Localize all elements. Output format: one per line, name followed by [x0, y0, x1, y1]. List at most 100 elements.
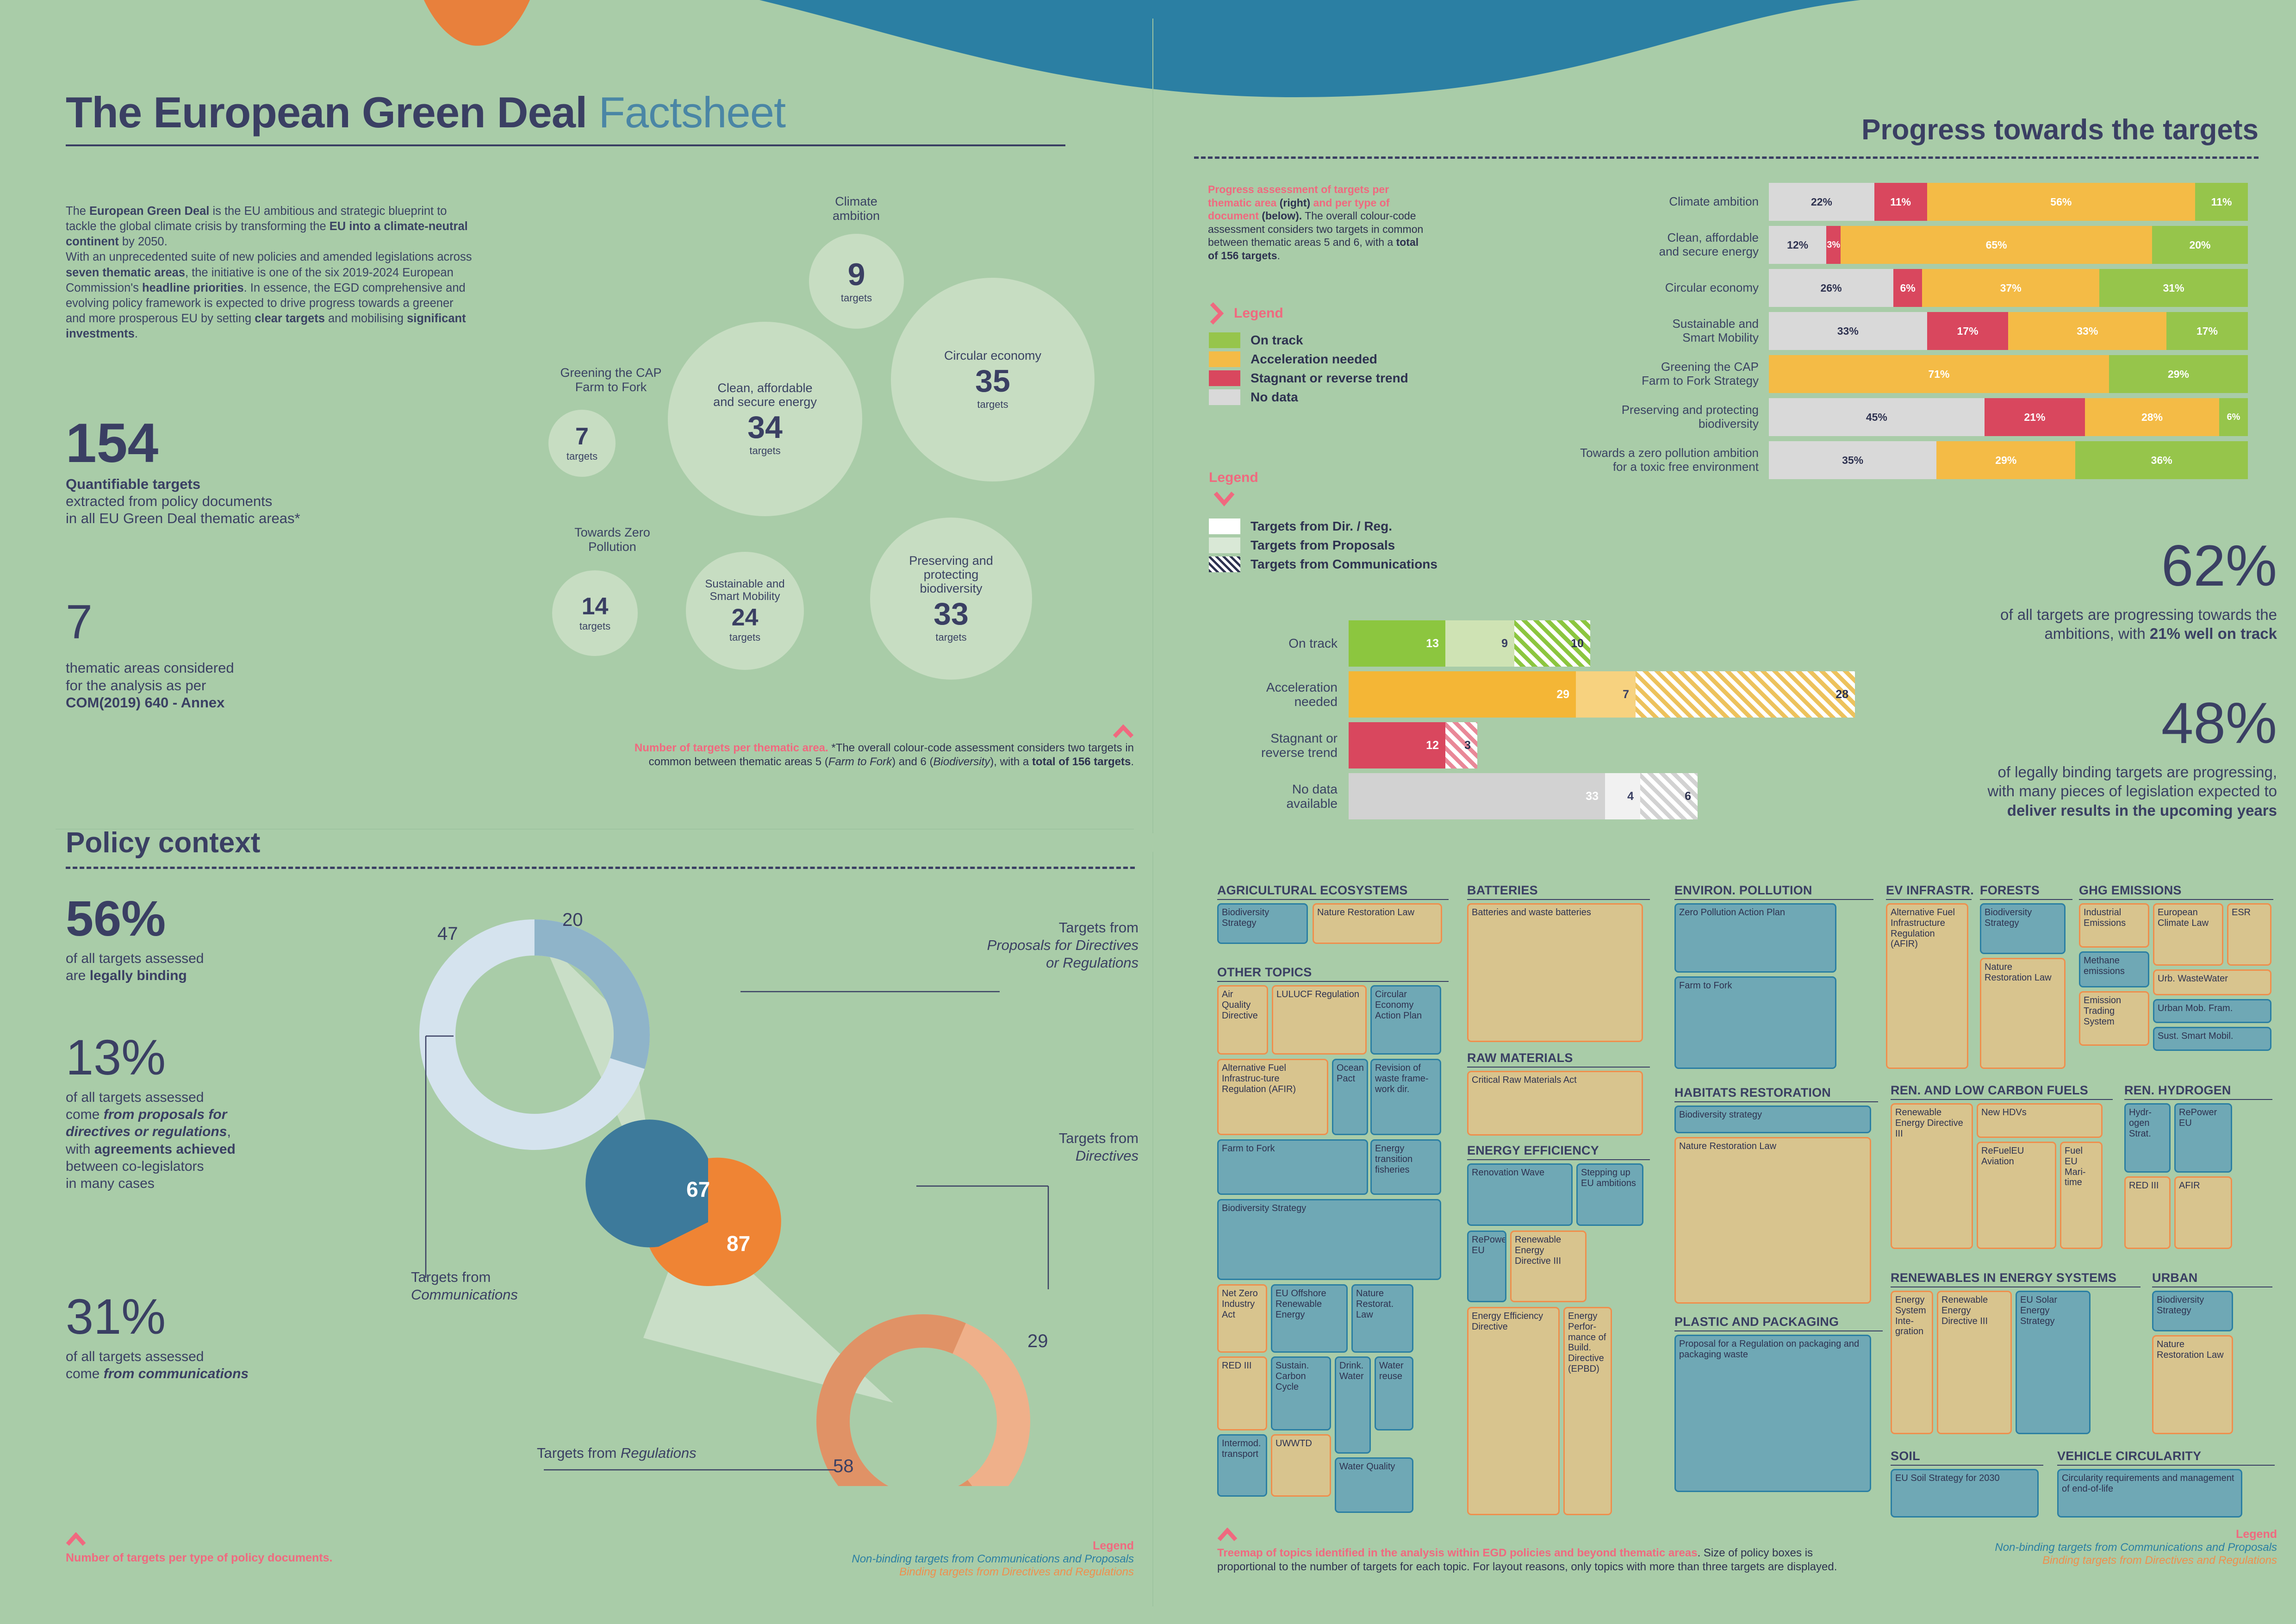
dseg-proposals: 7 [1576, 671, 1636, 718]
progress-note-red-b: and per type of document [1208, 196, 1390, 222]
seg-nodata: 12% [1769, 226, 1827, 264]
seg-ontrack: 20% [2152, 226, 2248, 264]
seg-nodata: 22% [1769, 183, 1874, 221]
treemap-box: Renewable Energy Directive III [1891, 1103, 1973, 1249]
footer-left-caption: Number of targets per type of policy doc… [66, 1551, 333, 1564]
legend-item-no-data: No data [1209, 389, 1496, 405]
bubble-value-zero-pollution: 14 [581, 593, 609, 620]
treemap-group-environ-pollution: ENVIRON. POLLUTION Zero Pollution Action… [1674, 883, 1873, 1084]
bubble-label-greening-cap: Greening the CAP Farm to Fork [560, 366, 662, 394]
donut-value-58: 58 [833, 1456, 854, 1476]
treemap-box: Nature Restoration Law [1313, 903, 1442, 944]
treemap-group-other-topics: OTHER TOPICS Air Quality Directive LULUC… [1217, 965, 1449, 1513]
stat-154-bold: Quantifiable targets [66, 476, 201, 492]
footer-left-legend: Legend Non-binding targets from Communic… [602, 1539, 1134, 1579]
seg-ontrack: 17% [2166, 312, 2248, 350]
treemap-box: RePower EU [2174, 1103, 2232, 1173]
pbar-label-circular: Circular economy [1665, 281, 1759, 295]
treemap-box: Energy System Inte-gration [1891, 1291, 1933, 1434]
pbar-circular: 26% 6% 37% 31% [1769, 269, 2248, 307]
treemap-box: Alternative Fuel Infrastruc-ture Regulat… [1217, 1059, 1328, 1135]
header-wave-decoration [0, 0, 2296, 97]
treemap-box: Emission Trading System [2079, 991, 2149, 1046]
vertical-divider-bottom [1152, 852, 1153, 1606]
dseg-dir-reg: 13 [1349, 620, 1445, 667]
legend-item-stagnant: Stagnant or reverse trend [1209, 370, 1496, 386]
chevron-up-icon [1113, 725, 1134, 738]
stat-thematic-areas: 7 thematic areas considered for the anal… [66, 595, 482, 712]
legend-label-acceleration: Acceleration needed [1251, 352, 1377, 366]
chevron-up-icon-right-footer [1217, 1527, 1238, 1542]
horizontal-divider-left [56, 829, 1134, 830]
treemap-box: Circular Economy Action Plan [1370, 985, 1441, 1055]
policy-stat-13-number: 13% [66, 1029, 166, 1085]
legend-label-communications: Targets from Communications [1251, 557, 1437, 571]
progress-title: Progress towards the targets [1861, 114, 2259, 146]
legend-label-proposals: Targets from Proposals [1251, 538, 1395, 552]
stat-48-number: 48% [2161, 691, 2277, 756]
donut-non-binding: 20 47 [419, 910, 650, 1150]
dbar-acceleration: 29 7 28 [1349, 671, 1855, 718]
progress-note-red-a: Progress assessment of targets per thema… [1208, 183, 1389, 209]
treemap-box: EU Solar Energy Strategy [2016, 1291, 2091, 1434]
seg-stagnant: 11% [1874, 183, 1927, 221]
bubble-value-greening-cap: 7 [575, 423, 589, 450]
bubble-smart-mobility: Sustainable and Smart Mobility 24 targets [686, 552, 804, 670]
bubble-label-zero-pollution: Towards Zero Pollution [574, 525, 650, 554]
swatch-on-track-icon [1209, 332, 1240, 348]
dbar-label-on-track: On track [1288, 636, 1338, 651]
dbar-no-data: 33 4 6 [1349, 773, 1698, 819]
callout-proposals-l3: or Regulations [1046, 954, 1139, 971]
seg-nodata: 45% [1769, 398, 1985, 436]
treemap-box: Biodiversity Strategy [2152, 1291, 2233, 1331]
pbar-label-biodiversity: Preserving and protecting biodiversity [1621, 403, 1759, 431]
legend-label-no-data: No data [1251, 390, 1298, 404]
policy-documents-diagram: 20 47 67 87 29 58 [419, 910, 1049, 1486]
vertical-divider-top [1152, 19, 1153, 833]
legend-item-dirreg: Targets from Dir. / Reg. [1209, 518, 1579, 534]
pbar-label-climate: Climate ambition [1669, 194, 1759, 209]
treemap-box: Proposal for a Regulation on packaging a… [1674, 1335, 1871, 1492]
policy-context-title: Policy context [66, 827, 261, 859]
treemap-box: Alternative Fuel Infrastructure Regulati… [1886, 903, 1968, 1069]
policy-stat-56-number: 56% [66, 890, 166, 946]
pbar-clean-energy: 12% 3% 65% 20% [1769, 226, 2248, 264]
treemap-box: RePower EU [1467, 1230, 1506, 1302]
pbar-label-clean-energy: Clean, affordable and secure energy [1659, 231, 1759, 258]
legend-item-communications: Targets from Communications [1209, 556, 1579, 572]
stat-7-number: 7 [66, 595, 93, 649]
dbar-label-acceleration: Acceleration needed [1266, 680, 1338, 709]
policy-stat-56-text: of all targets assessed are legally bindi… [66, 951, 204, 984]
footer-left-legend-orange: Binding targets from Directives and Regu… [899, 1566, 1134, 1578]
stat-62-text: of all targets are progressing towards t… [2000, 606, 2277, 643]
seg-ontrack: 31% [2099, 269, 2248, 307]
pbar-row-clean-energy: Clean, affordable and secure energy 12% 3… [1500, 226, 2248, 264]
treemap-box: Nature Restoration Law [2152, 1335, 2233, 1434]
treemap-title-energy-efficiency: ENERGY EFFICIENCY [1467, 1143, 1650, 1160]
bubble-unit-circular-economy: targets [977, 399, 1008, 411]
treemap-group-batteries: BATTERIES Batteries and waste batteries [1467, 883, 1650, 1042]
callout-regulations: Targets from Regulations [537, 1444, 745, 1462]
seg-stagnant: 17% [1927, 312, 2009, 350]
bubble-label-circular-economy: Circular economy [944, 348, 1042, 362]
bubble-greening-cap: 7 targets [548, 410, 616, 477]
bubble-unit-greening-cap: targets [566, 450, 598, 462]
callout-proposals: Targets from Proposals for Directives or… [879, 919, 1139, 971]
treemap-box: Nature Restoration Law [1980, 958, 2066, 1069]
bubble-value-circular-economy: 35 [975, 363, 1010, 399]
seg-acceleration: 37% [1922, 269, 2100, 307]
treemap-box: Renewable Energy Directive III [1937, 1291, 2012, 1434]
treemap-box: Zero Pollution Action Plan [1674, 903, 1836, 973]
treemap-box: Energy Efficiency Directive [1467, 1307, 1560, 1515]
treemap-box: European Climate Law [2153, 903, 2223, 966]
dbar-on-track: 13 9 10 [1349, 620, 1590, 667]
treemap-box: Critical Raw Materials Act [1467, 1071, 1643, 1136]
footer-right-legend-orange: Binding targets from Directives and Regu… [2042, 1554, 2277, 1567]
treemap-box: Renovation Wave [1467, 1163, 1573, 1226]
footer-right-legend-title: Legend [2236, 1528, 2277, 1541]
policy-stat-56: 56% of all targets assessed are legally b… [66, 893, 399, 984]
intro-paragraph: The European Green Deal is the EU ambiti… [66, 205, 472, 341]
dseg-communications: 28 [1636, 671, 1855, 718]
seg-stagnant: 3% [1826, 226, 1841, 264]
treemap-box: Farm to Fork [1217, 1139, 1368, 1195]
